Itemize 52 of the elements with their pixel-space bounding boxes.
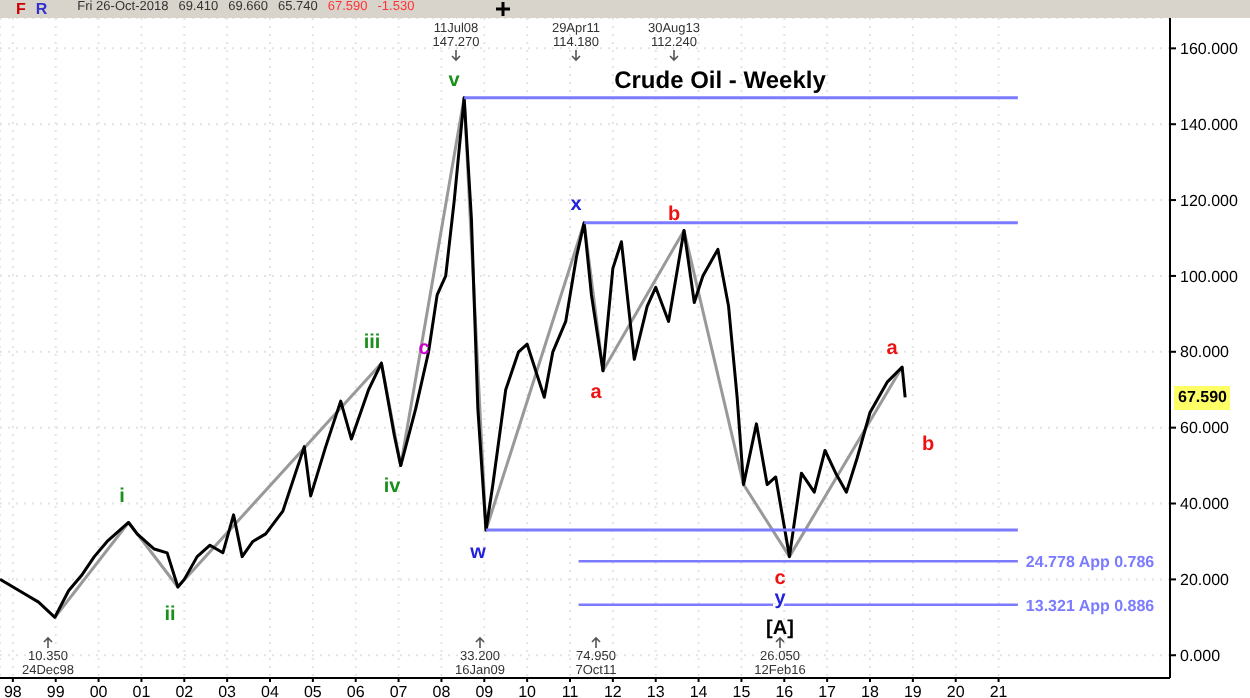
text: 67.590: [1174, 386, 1231, 410]
annotation: a: [590, 382, 603, 404]
y-tick-label: 80.000: [1180, 343, 1231, 362]
text: F: [16, 0, 26, 17]
x-tick-label: 02: [175, 683, 195, 698]
y-tick-label: 140.000: [1180, 115, 1239, 134]
x-tick-label: 11: [561, 683, 580, 698]
x-tick-label: 16: [775, 683, 795, 698]
x-tick-label: 06: [346, 683, 366, 698]
x-tick-label: 05: [303, 683, 323, 698]
annotation: w: [468, 542, 487, 564]
x-tick-label: 03: [218, 683, 238, 698]
series-label: 13.321 App 0.886: [1025, 596, 1156, 615]
y-tick-label: 100.000: [1180, 267, 1239, 286]
series-label: 24.778 App 0.786: [1025, 553, 1156, 572]
y-tick-label: 20.000: [1180, 571, 1231, 590]
x-tick-label: 09: [475, 683, 495, 698]
annotation: a: [886, 338, 899, 360]
x-tick-label: 15: [732, 683, 752, 698]
annotation: x: [570, 194, 583, 216]
text: R: [35, 0, 48, 17]
x-tick-label: 99: [46, 683, 66, 698]
x-tick-label: 98: [3, 683, 23, 698]
x-tick-label: 04: [261, 683, 280, 698]
x-tick-label: 20: [946, 683, 966, 698]
annotation: i: [119, 486, 126, 508]
x-tick-label: 19: [903, 683, 923, 698]
y-tick-label: 160.000: [1180, 40, 1239, 59]
x-tick-label: 21: [989, 683, 1009, 698]
x-tick-label: 14: [689, 683, 709, 698]
y-tick-label: 60.000: [1180, 419, 1231, 438]
x-tick-label: 08: [432, 683, 452, 698]
x-tick-label: 13: [646, 683, 666, 698]
x-tick-label: 07: [389, 683, 409, 698]
annotation: v: [448, 70, 461, 92]
x-tick-label: 00: [89, 683, 109, 698]
annotation: c: [774, 568, 787, 590]
y-tick-label: 0.000: [1180, 646, 1222, 665]
annotation: iii: [363, 332, 381, 354]
x-tick-label: 18: [861, 683, 880, 698]
annotation: b: [921, 434, 935, 456]
annotation: ii: [164, 604, 176, 626]
x-tick-label: 12: [603, 683, 623, 698]
y-tick-label: 120.000: [1180, 191, 1239, 210]
y-tick-label: 40.000: [1180, 495, 1231, 514]
annotation: b: [667, 204, 681, 226]
annotation: [A]: [766, 618, 794, 640]
x-tick-label: 10: [518, 683, 538, 698]
annotation: iv: [383, 476, 402, 498]
x-tick-label: 17: [818, 683, 838, 698]
x-tick-label: 01: [132, 683, 152, 698]
text: Crude Oil - Weekly: [612, 66, 828, 94]
